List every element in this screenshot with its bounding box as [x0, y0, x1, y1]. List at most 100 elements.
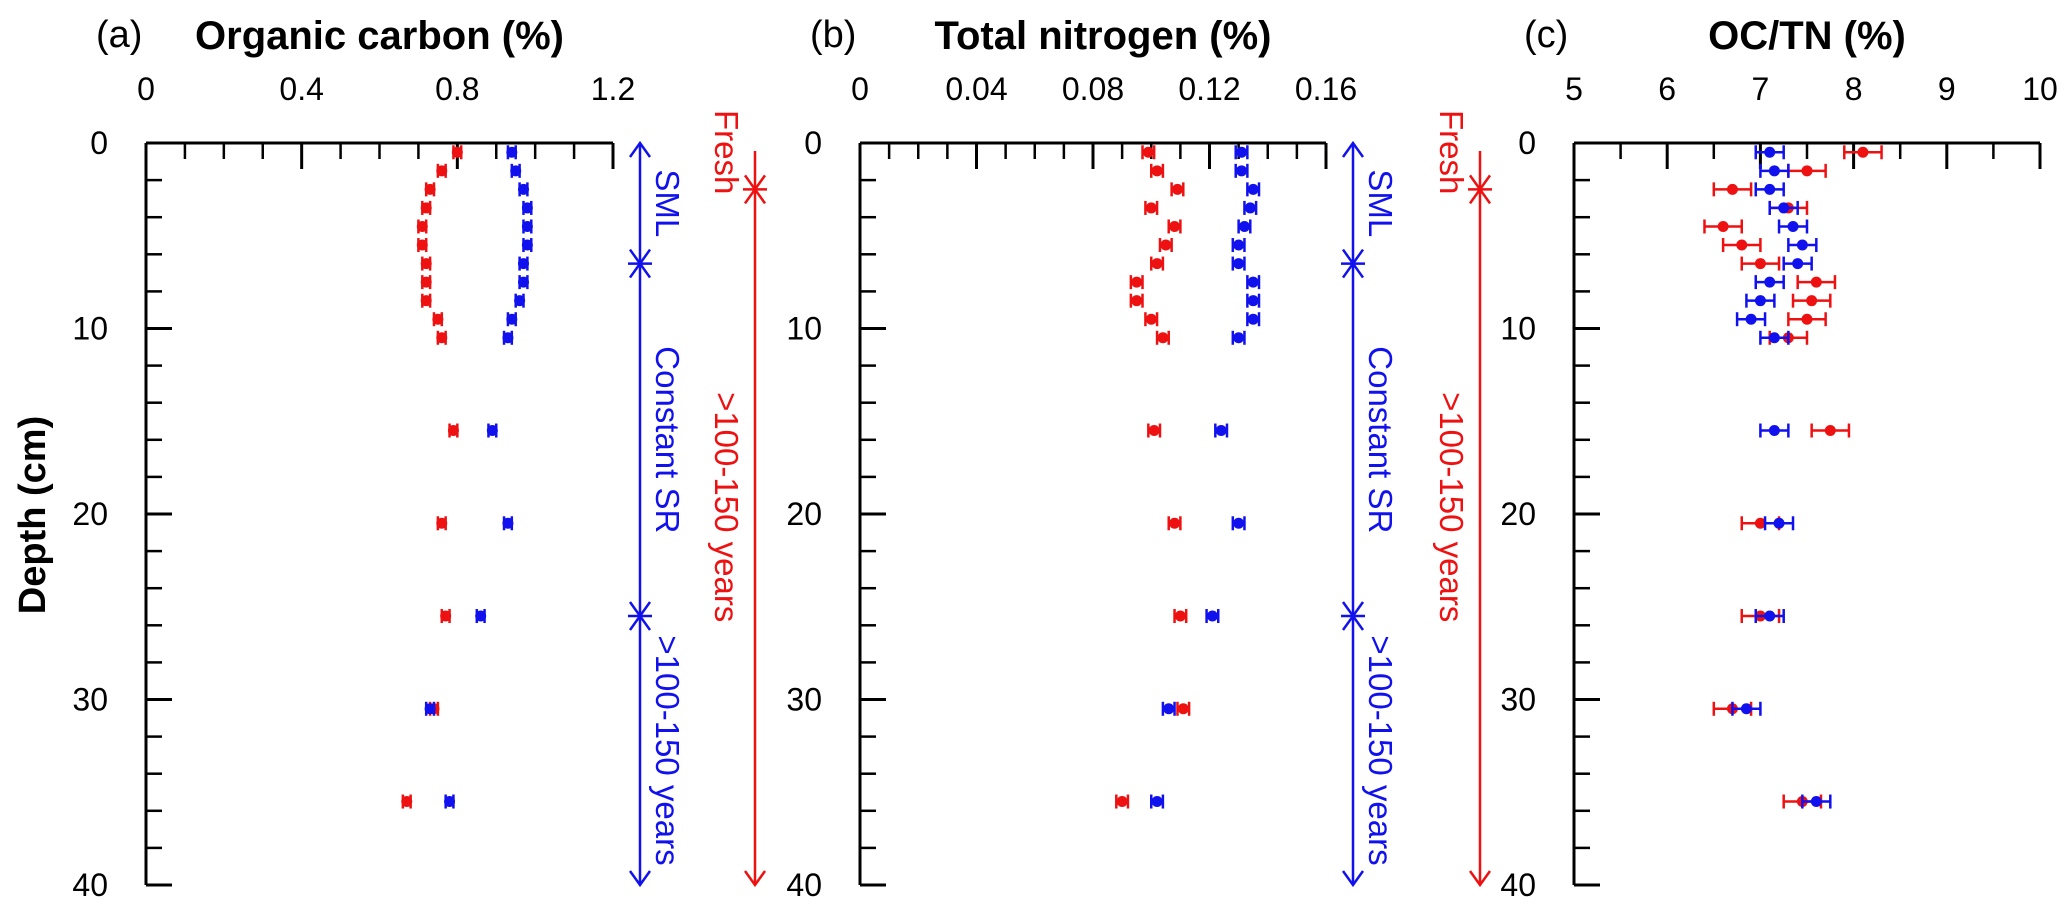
x-tick-label: 0.4 — [279, 71, 323, 107]
data-point — [517, 276, 529, 288]
x-tick-label: 0.16 — [1295, 71, 1357, 107]
x-tick-label: 7 — [1752, 71, 1770, 107]
x-tick-label: 6 — [1658, 71, 1676, 107]
panel-title: Organic carbon (%) — [195, 14, 564, 58]
data-point — [1247, 295, 1259, 307]
data-point — [416, 220, 428, 232]
data-point — [1160, 239, 1172, 251]
data-point — [486, 425, 498, 437]
data-point — [416, 239, 428, 251]
data-point — [1238, 220, 1250, 232]
data-point — [1778, 202, 1790, 214]
data-point — [1801, 165, 1813, 177]
data-point — [521, 220, 533, 232]
data-point — [1796, 239, 1808, 251]
panel-label: (a) — [96, 14, 142, 56]
data-point — [1116, 796, 1128, 808]
arrow-head — [1341, 613, 1365, 631]
data-point — [1233, 517, 1245, 529]
data-point — [424, 703, 436, 715]
range-label: Constant SR — [649, 346, 686, 533]
range-label: >100-150 years — [708, 392, 745, 622]
y-tick-label: 40 — [1500, 867, 1536, 903]
data-point — [506, 146, 518, 158]
range-label: >100-150 years — [649, 635, 686, 865]
y-tick-label: 40 — [72, 867, 108, 903]
x-tick-label: 0.04 — [945, 71, 1007, 107]
data-point — [475, 610, 487, 622]
data-point — [432, 313, 444, 325]
data-point — [514, 295, 526, 307]
range-label: SML — [1362, 169, 1399, 237]
data-point — [436, 332, 448, 344]
data-point — [1740, 703, 1752, 715]
y-tick-label: 20 — [72, 496, 108, 532]
arrow-head — [1341, 870, 1365, 888]
data-point — [1233, 258, 1245, 270]
range-label: >100-150 years — [1362, 635, 1399, 865]
data-point — [1148, 425, 1160, 437]
data-point — [436, 165, 448, 177]
y-tick-label: 0 — [1518, 125, 1536, 161]
data-point — [1810, 796, 1822, 808]
x-tick-label: 1.2 — [591, 71, 635, 107]
data-point — [401, 796, 413, 808]
x-tick-label: 0.12 — [1178, 71, 1240, 107]
panel-a: (a) Organic carbon (%) 0 0.4 0.8 1.2 0 10 20 30 40 — [72, 14, 635, 903]
data-point — [1236, 165, 1248, 177]
y-tick-label: 30 — [72, 682, 108, 718]
data-point — [1792, 258, 1804, 270]
y-tick-label: 10 — [72, 311, 108, 347]
data-point — [1151, 796, 1163, 808]
data-point — [420, 258, 432, 270]
data-point — [1174, 610, 1186, 622]
data-point — [420, 202, 432, 214]
panel-label: (c) — [1524, 14, 1568, 56]
data-point — [1157, 332, 1169, 344]
data-point — [1131, 295, 1143, 307]
data-point — [1163, 703, 1175, 715]
data-point — [517, 258, 529, 270]
data-point — [1764, 146, 1776, 158]
y-axis-label: Depth (cm) — [12, 416, 54, 614]
annotation-panel-b: SML Constant SR >100-150 years Fresh >100-15… — [1341, 110, 1492, 888]
data-point — [502, 332, 514, 344]
x-tick-label: 0.08 — [1062, 71, 1124, 107]
data-point — [436, 517, 448, 529]
data-point — [424, 183, 436, 195]
y-tick-label: 20 — [1500, 496, 1536, 532]
data-point — [1857, 146, 1869, 158]
data-point — [1824, 425, 1836, 437]
data-point — [1145, 202, 1157, 214]
data-point — [502, 517, 514, 529]
data-point — [1768, 425, 1780, 437]
data-point — [1233, 332, 1245, 344]
y-tick-label: 30 — [1500, 682, 1536, 718]
annotation-panel-a: SML Constant SR >100-150 years Fresh >100-15… — [628, 110, 767, 888]
panel-b: (b) Total nitrogen (%) 0 0.04 0.08 0.12 0.16 0 1… — [786, 14, 1357, 903]
panel-c: (c) OC/TN (%) 5 6 7 8 9 10 0 10 20 30 40 — [1500, 14, 2057, 903]
data-point — [420, 276, 432, 288]
data-point — [1745, 313, 1757, 325]
range-label: Fresh — [1433, 110, 1470, 194]
arrow-head — [628, 140, 652, 158]
arrow-head — [1341, 140, 1365, 158]
y-tick-label: 20 — [786, 496, 822, 532]
x-tick-label: 5 — [1565, 71, 1583, 107]
data-point — [1717, 220, 1729, 232]
x-tick-label: 0.8 — [435, 71, 479, 107]
data-point — [1206, 610, 1218, 622]
data-point — [1215, 425, 1227, 437]
x-tick-label: 0 — [137, 71, 155, 107]
data-point — [1151, 258, 1163, 270]
y-tick-label: 40 — [786, 867, 822, 903]
data-point — [447, 425, 459, 437]
data-point — [1754, 258, 1766, 270]
arrow-head — [628, 870, 652, 888]
arrow-head — [628, 261, 652, 279]
data-point — [1236, 146, 1248, 158]
data-point — [1145, 313, 1157, 325]
data-point — [1801, 313, 1813, 325]
data-point — [517, 183, 529, 195]
data-point — [1787, 220, 1799, 232]
